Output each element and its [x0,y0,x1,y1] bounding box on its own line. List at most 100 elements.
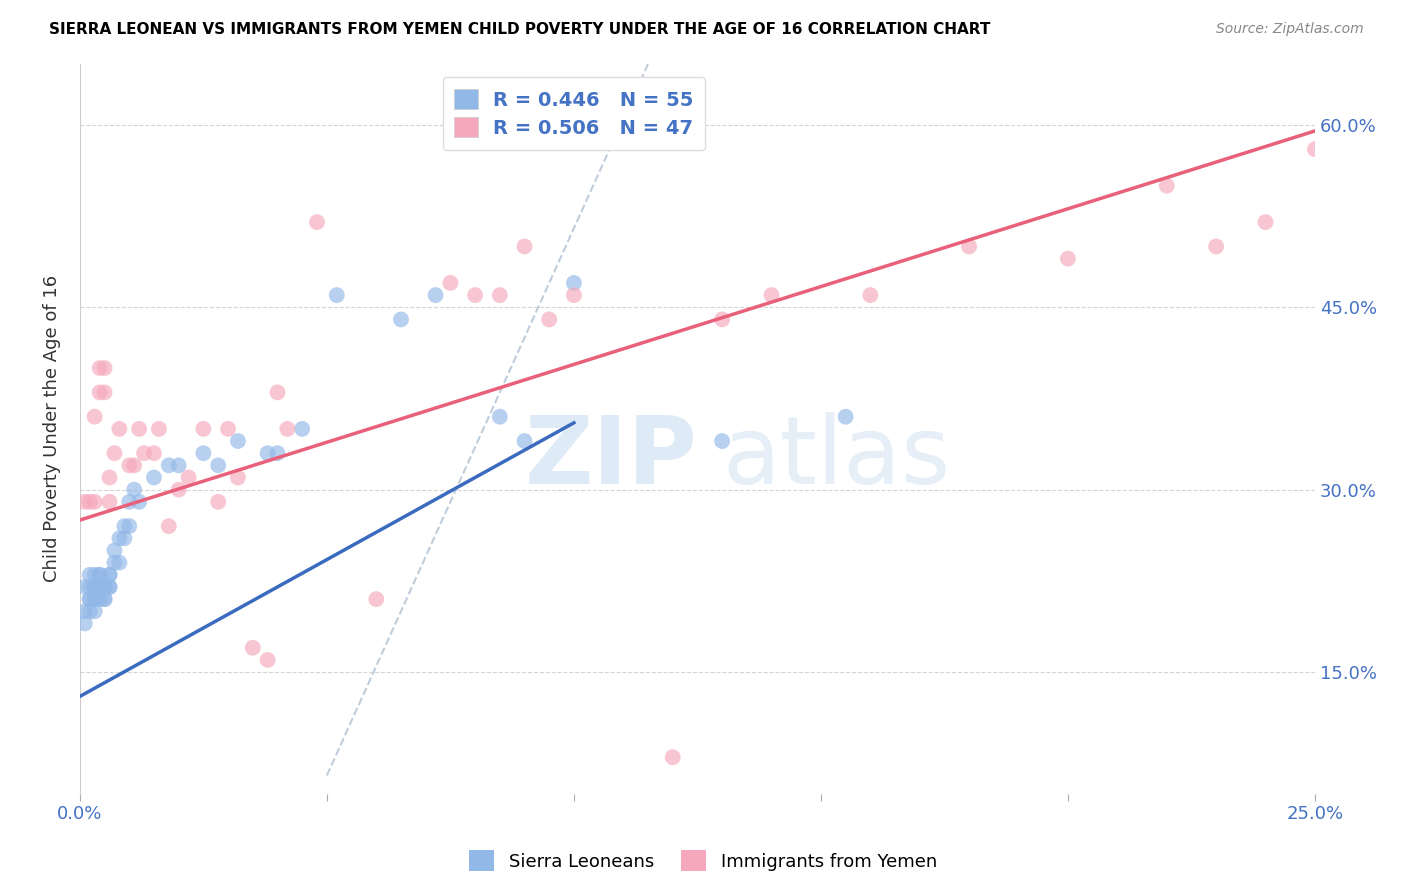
Point [226,434,249,448]
Point [513,434,536,448]
Point [118,495,141,509]
Point [73,580,96,594]
Point [108,422,131,436]
Point [157,458,180,473]
Point [562,288,585,302]
Point [143,470,166,484]
Point [89,385,111,400]
Point [177,470,200,484]
Point [118,519,141,533]
Point [488,409,510,424]
Point [108,556,131,570]
Legend: Sierra Leoneans, Immigrants from Yemen: Sierra Leoneans, Immigrants from Yemen [461,843,945,879]
Point [513,239,536,253]
Point [1303,142,1326,156]
Y-axis label: Child Poverty Under the Age of 16: Child Poverty Under the Age of 16 [44,276,60,582]
Point [98,470,121,484]
Point [193,422,215,436]
Point [464,288,486,302]
Point [83,580,105,594]
Point [425,288,447,302]
Text: atlas: atlas [723,412,950,504]
Point [661,750,683,764]
Point [207,495,229,509]
Point [79,495,101,509]
Point [73,616,96,631]
Point [103,446,125,460]
Point [118,458,141,473]
Point [226,470,249,484]
Point [83,567,105,582]
Point [389,312,412,326]
Point [143,446,166,460]
Point [366,592,388,607]
Point [157,519,180,533]
Point [73,495,96,509]
Point [79,604,101,618]
Point [266,385,288,400]
Point [291,422,314,436]
Point [217,422,239,436]
Point [93,592,115,607]
Point [89,567,111,582]
Point [305,215,328,229]
Point [148,422,170,436]
Point [108,531,131,545]
Point [73,604,96,618]
Point [83,495,105,509]
Point [93,361,115,376]
Legend: R = 0.446   N = 55, R = 0.506   N = 47: R = 0.446 N = 55, R = 0.506 N = 47 [443,78,706,150]
Point [128,422,150,436]
Point [98,495,121,509]
Point [98,567,121,582]
Point [193,446,215,460]
Point [112,519,135,533]
Point [326,288,349,302]
Point [266,446,288,460]
Text: ZIP: ZIP [524,412,697,504]
Point [167,458,190,473]
Point [103,556,125,570]
Point [98,580,121,594]
Point [1057,252,1080,266]
Point [112,531,135,545]
Point [83,592,105,607]
Point [167,483,190,497]
Point [83,580,105,594]
Point [122,458,145,473]
Point [1205,239,1227,253]
Point [89,361,111,376]
Point [79,567,101,582]
Point [83,409,105,424]
Point [256,446,278,460]
Point [103,543,125,558]
Point [711,434,734,448]
Point [79,592,101,607]
Point [207,458,229,473]
Point [1254,215,1277,229]
Point [89,580,111,594]
Point [93,580,115,594]
Point [93,592,115,607]
Point [562,276,585,290]
Point [98,580,121,594]
Point [711,312,734,326]
Point [859,288,882,302]
Point [98,567,121,582]
Point [128,495,150,509]
Point [1156,178,1178,193]
Point [93,580,115,594]
Point [83,604,105,618]
Text: SIERRA LEONEAN VS IMMIGRANTS FROM YEMEN CHILD POVERTY UNDER THE AGE OF 16 CORREL: SIERRA LEONEAN VS IMMIGRANTS FROM YEMEN … [49,22,991,37]
Point [834,409,856,424]
Point [242,640,264,655]
Point [89,592,111,607]
Point [761,288,783,302]
Point [439,276,461,290]
Point [83,592,105,607]
Point [256,653,278,667]
Point [79,592,101,607]
Point [89,580,111,594]
Text: Source: ZipAtlas.com: Source: ZipAtlas.com [1216,22,1364,37]
Point [79,580,101,594]
